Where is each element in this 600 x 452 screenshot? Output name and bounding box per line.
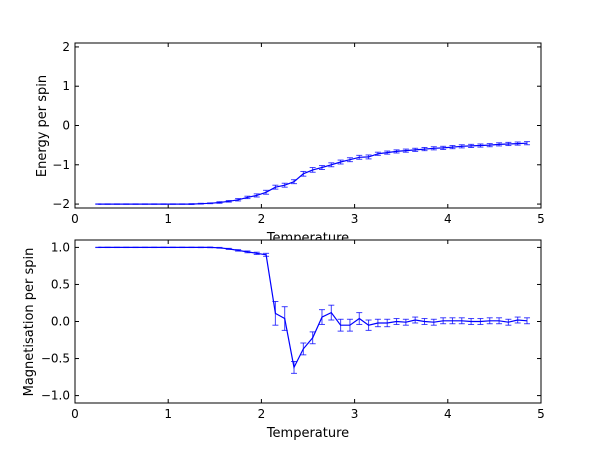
x-tick-label: 5 [537, 407, 545, 421]
x-tick-label: 3 [351, 212, 359, 226]
x-tick-label: 0 [71, 407, 79, 421]
y-axis-label: Energy per spin [35, 75, 50, 177]
y-tick-label: 2 [62, 40, 70, 54]
y-tick-label: −1 [52, 158, 70, 172]
plot-area [75, 43, 541, 208]
x-tick-label: 1 [164, 212, 172, 226]
x-tick-label: 5 [537, 212, 545, 226]
y-tick-label: −1.0 [41, 389, 70, 403]
y-tick-label: −0.5 [41, 352, 70, 366]
x-axis-label: Temperature [266, 426, 349, 441]
y-axis-label: Magnetisation per spin [22, 248, 37, 397]
y-tick-label: 0.0 [51, 315, 70, 329]
x-tick-label: 2 [258, 212, 266, 226]
y-tick-label: 1 [62, 79, 70, 93]
y-tick-label: 0 [62, 119, 70, 133]
x-tick-label: 4 [444, 407, 452, 421]
x-tick-label: 2 [258, 407, 266, 421]
x-tick-label: 4 [444, 212, 452, 226]
x-tick-label: 0 [71, 212, 79, 226]
magnetisation-subplot: 0 1 2 3 4 5 −1.0 −0.5 0.0 0.5 1.0 [41, 240, 545, 421]
y-tick-label: 1.0 [51, 240, 70, 254]
x-tick-label: 3 [351, 407, 359, 421]
y-tick-label: 0.5 [51, 277, 70, 291]
x-tick-label: 1 [164, 407, 172, 421]
y-tick-label: −2 [52, 197, 70, 211]
